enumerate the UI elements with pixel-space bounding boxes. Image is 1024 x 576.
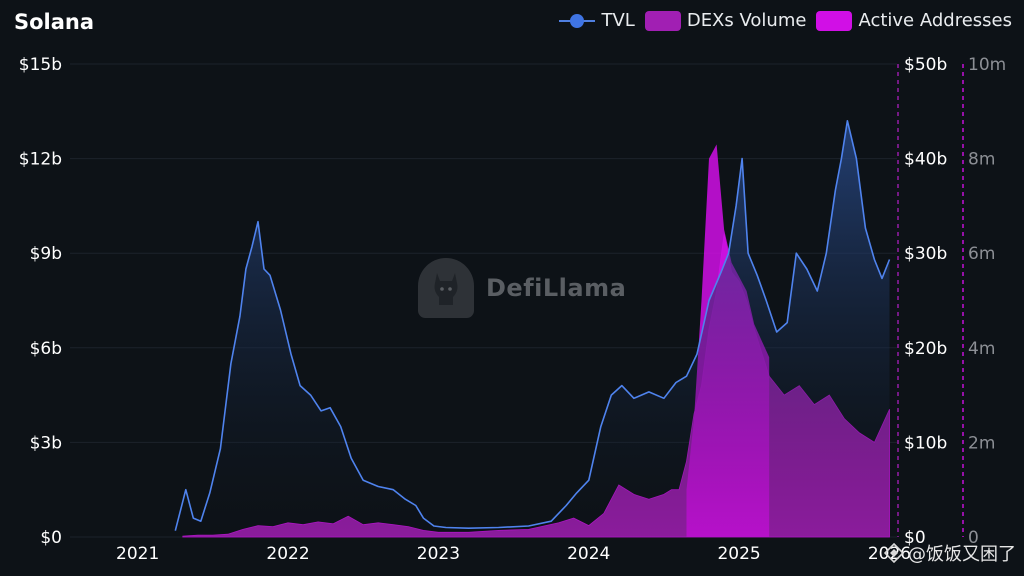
x-tick-label: 2022 [266,544,309,564]
x-tick-label: 2024 [567,544,610,564]
x-tick-label: 2026 [868,544,911,564]
y-right-dex-tick-label: $0 [904,528,926,548]
y-right-addresses-tick-label: 8m [968,150,995,170]
watermark-text: DefiLlama [486,274,627,302]
y-right-dex-tick-label: $20b [904,339,947,359]
legend-label-tvl: TVL [601,10,635,31]
y-left-tick-label: $3b [30,433,62,453]
legend-label-dexs-volume: DEXs Volume [686,10,807,31]
y-left-tick-label: $9b [30,244,62,264]
x-tick-label: 2021 [116,544,159,564]
tvl-area [175,120,890,538]
y-right-dex-tick-label: $50b [904,55,947,75]
tvl-series [174,120,891,538]
tvl-line [174,120,891,531]
y-right-dex-tick-label: $10b [904,433,947,453]
y-right-addresses-tick-label: 10m [968,55,1006,75]
binance-diamond-icon [884,543,904,563]
author-mark: @饭饭又困了 [884,540,1016,566]
y-right-addresses-tick-label: 0 [968,528,979,548]
legend-item-active-addresses[interactable]: Active Addresses [816,10,1012,31]
y-right-addresses-tick-label: 6m [968,244,995,264]
llama-logo-icon [418,258,474,318]
line-marker-icon [559,13,596,28]
y-right-addresses-tick-label: 4m [968,339,995,359]
legend: TVL DEXs Volume Active Addresses [559,10,1012,31]
defillama-watermark: DefiLlama [418,258,626,318]
x-tick-label: 2025 [717,544,760,564]
x-tick-label: 2023 [417,544,460,564]
author-mark-text: @饭饭又困了 [908,544,1016,565]
y-left-tick-label: $0 [40,528,62,548]
square-marker-icon [816,10,853,31]
page-title: Solana [14,10,95,34]
y-right-dex-tick-label: $30b [904,244,947,264]
y-left-tick-label: $12b [19,150,62,170]
y-left-tick-label: $15b [19,55,62,75]
legend-item-dexs-volume[interactable]: DEXs Volume [644,10,807,31]
y-left-tick-label: $6b [30,339,62,359]
square-marker-icon [644,10,681,31]
y-right-addresses-tick-label: 2m [968,433,995,453]
axis-ticks: $0 $3b $6b $9b $12b $15b $0 $10b $20b $30b $40b $50… [19,55,1006,564]
legend-item-tvl[interactable]: TVL [559,10,635,31]
y-right-dex-tick-label: $40b [904,150,947,170]
legend-label-active-addresses: Active Addresses [858,10,1012,31]
